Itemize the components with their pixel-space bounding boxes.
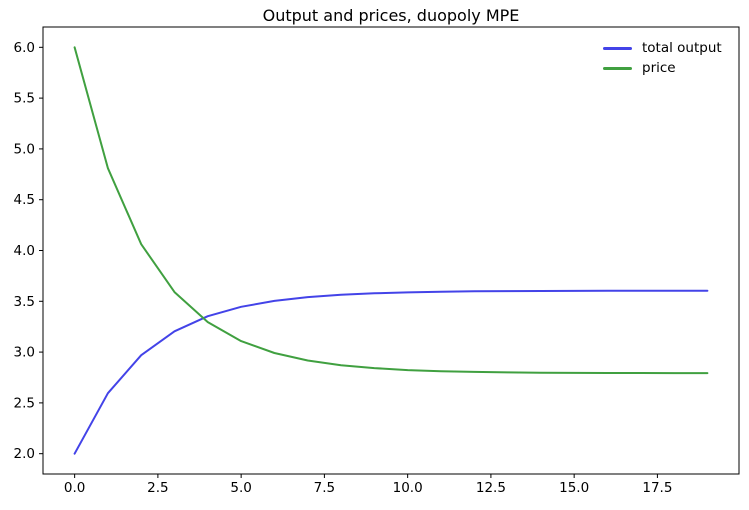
series-line-total-output xyxy=(73,289,709,455)
chart-title: Output and prices, duopoly MPE xyxy=(262,6,520,25)
legend-item-price: price xyxy=(603,60,722,76)
legend: total output price xyxy=(603,40,722,76)
x-tick-label: 5.0 xyxy=(230,480,251,496)
x-tick-label: 2.5 xyxy=(147,480,168,496)
legend-line-sample-total-output xyxy=(603,46,632,50)
series-line-price xyxy=(73,46,709,375)
y-tick-label: 2.5 xyxy=(14,395,35,411)
y-tick-label: 6.0 xyxy=(14,40,35,56)
y-tick-label: 3.5 xyxy=(14,294,35,310)
legend-line-sample-price xyxy=(603,66,632,70)
x-tick-label: 12.5 xyxy=(476,480,506,496)
x-tick-label: 17.5 xyxy=(642,480,672,496)
y-tick-label: 3.0 xyxy=(14,345,35,361)
x-tick-label: 0.0 xyxy=(64,480,85,496)
y-tick-label: 4.5 xyxy=(14,192,35,208)
y-tick-label: 5.0 xyxy=(14,141,35,157)
y-tick-label: 4.0 xyxy=(14,243,35,259)
axes-frame xyxy=(42,26,740,475)
y-tick-label: 2.0 xyxy=(14,446,35,462)
x-tick-label: 15.0 xyxy=(559,480,589,496)
y-tick-label: 5.5 xyxy=(14,91,35,107)
x-tick-label: 10.0 xyxy=(393,480,423,496)
legend-item-total-output: total output xyxy=(603,40,722,56)
legend-label-price: price xyxy=(642,60,676,76)
legend-label-total-output: total output xyxy=(642,40,722,56)
x-tick-label: 7.5 xyxy=(314,480,335,496)
